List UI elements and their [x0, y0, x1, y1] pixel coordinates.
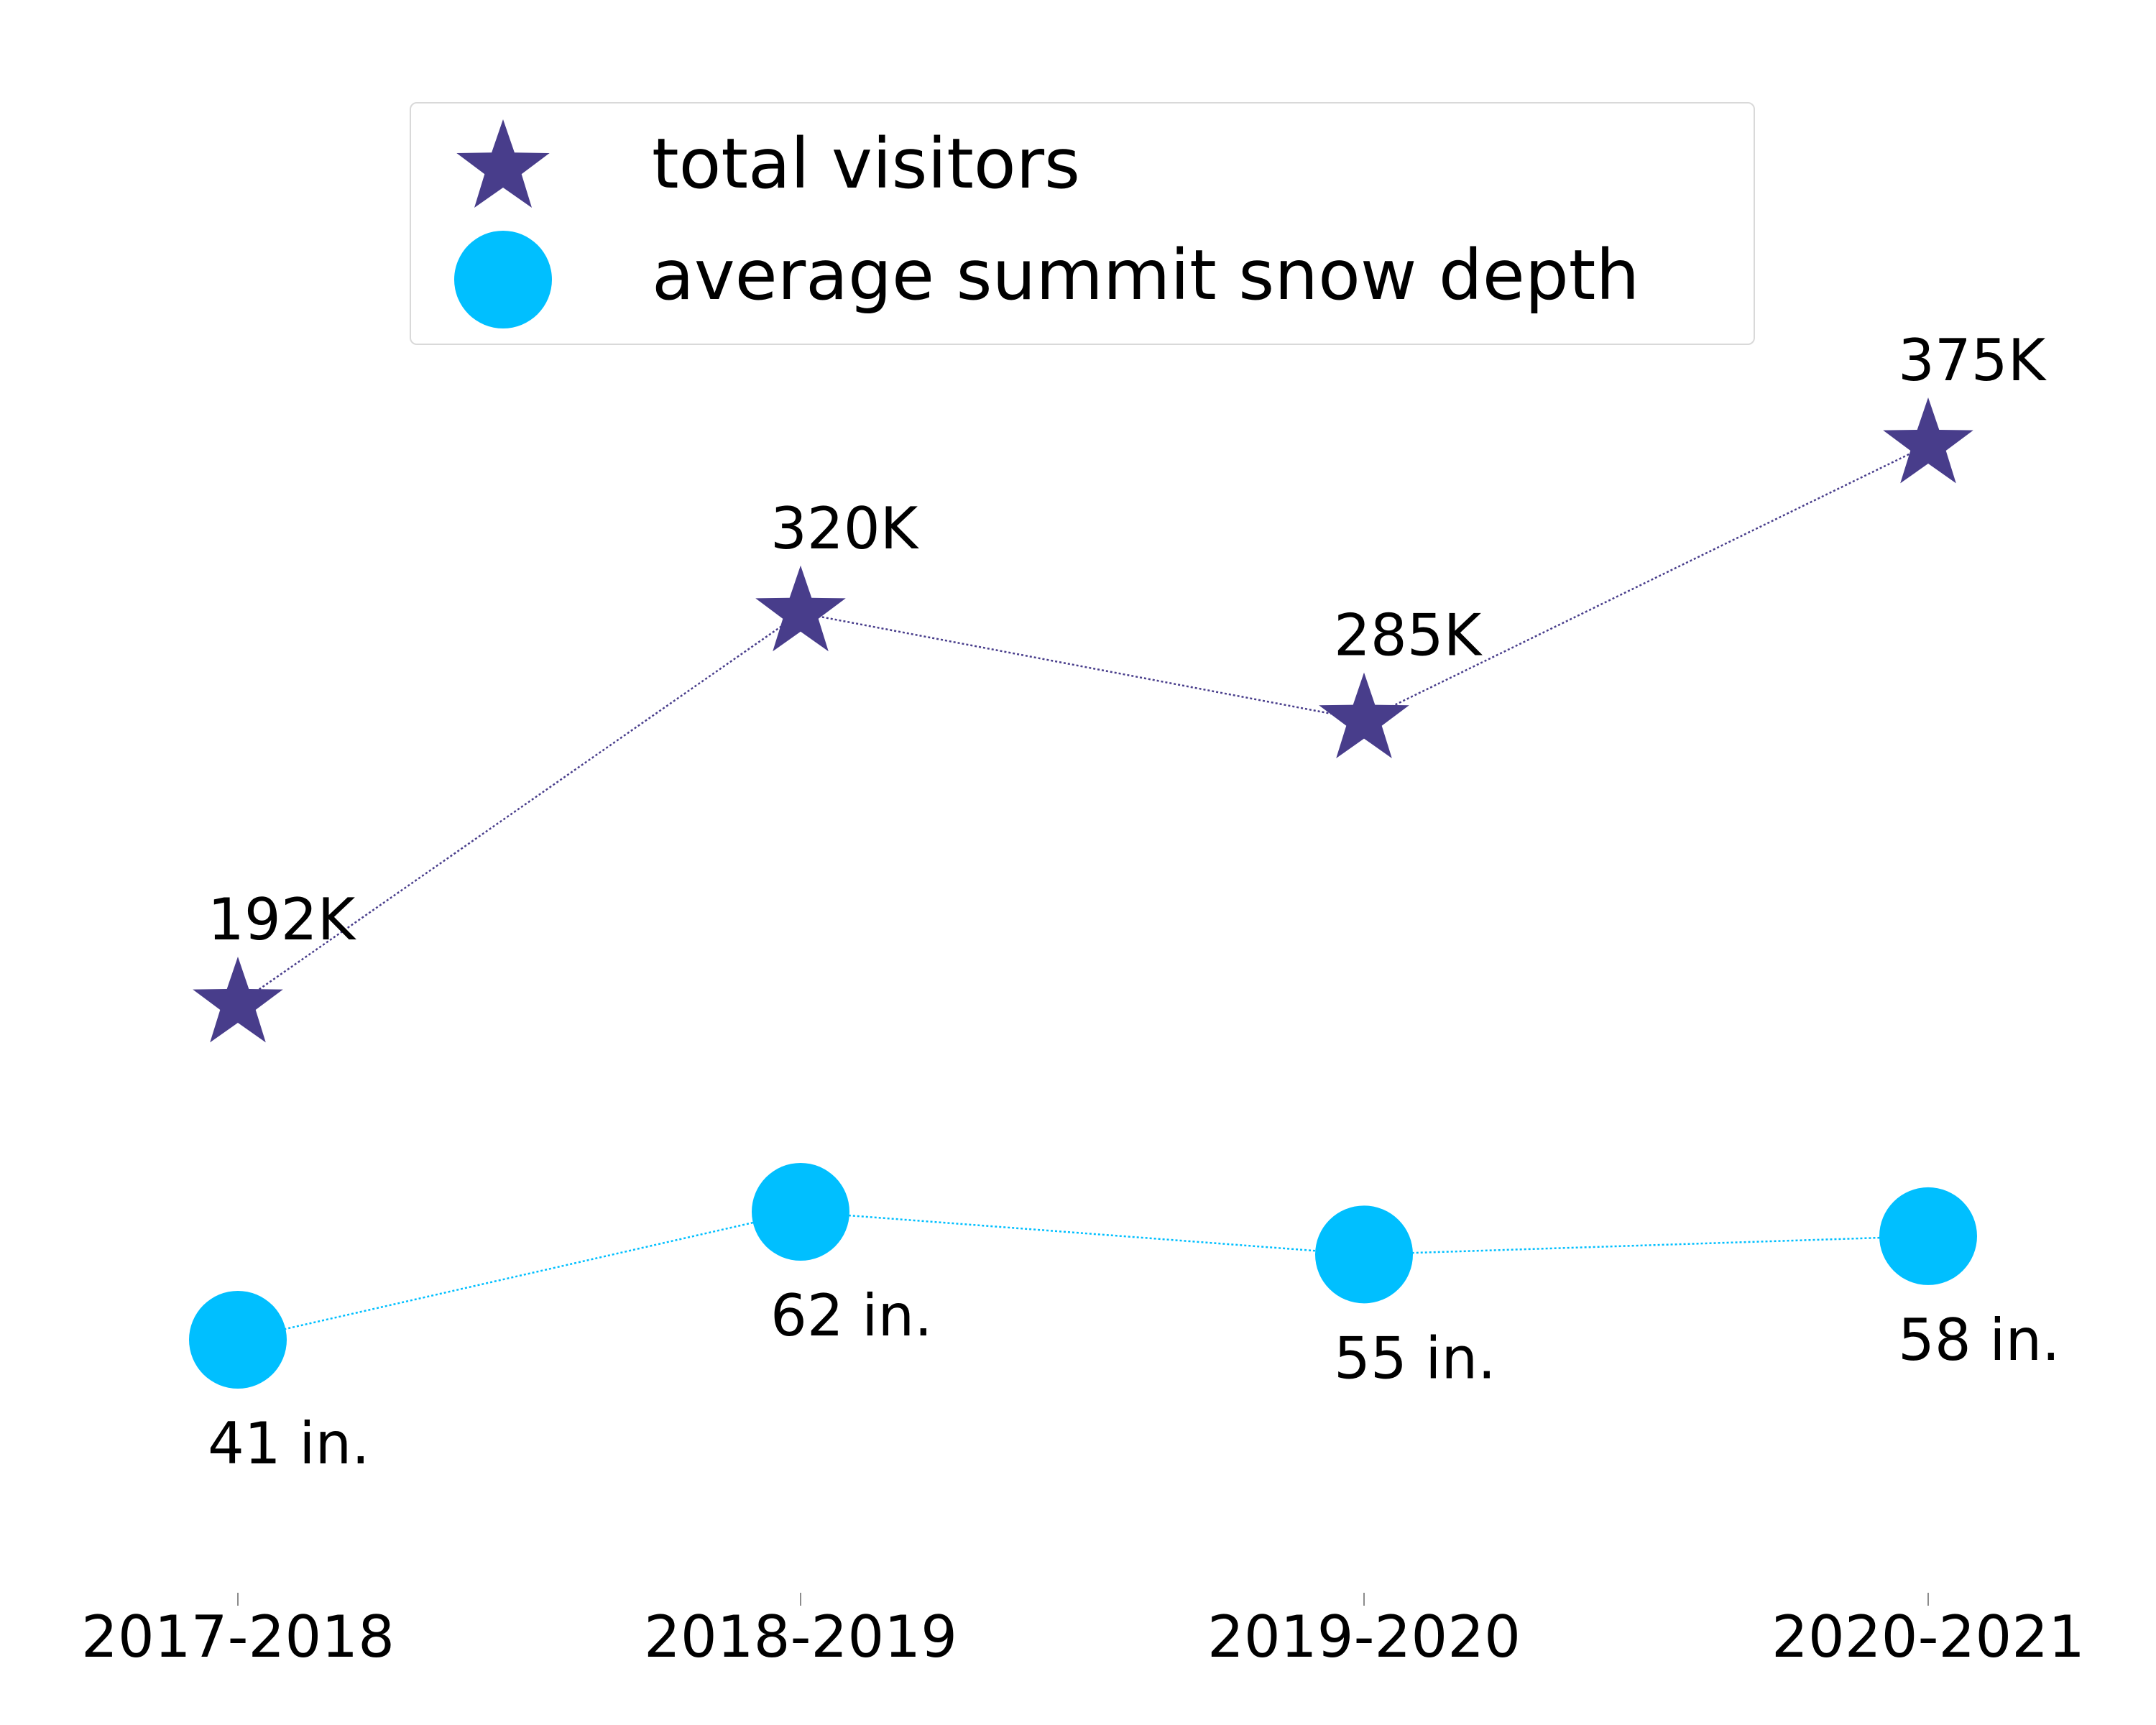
visitors-label-3: 375K	[1898, 327, 2047, 394]
x-tick-label-2: 2019-2020	[1207, 1604, 1521, 1670]
snow-depth-label-0: 41 in.	[208, 1410, 370, 1477]
series-lines	[237, 443, 1929, 1341]
series-line-1	[237, 1210, 1929, 1341]
snow-depth-point-2	[1315, 1205, 1413, 1304]
x-tick-label-1: 2018-2019	[644, 1604, 957, 1670]
visitors-label-0: 192K	[208, 886, 357, 953]
x-tick-label-0: 2017-2018	[81, 1604, 395, 1670]
snow-depth-point-0	[189, 1291, 287, 1389]
x-tick-label-3: 2020-2021	[1772, 1604, 2085, 1670]
legend-item-total-visitors: total visitors	[411, 111, 1754, 218]
snow-depth-label-2: 55 in.	[1334, 1325, 1496, 1392]
visitors-star-0	[193, 957, 283, 1043]
visitors-star-1	[755, 565, 846, 652]
snow-depth-label-3: 58 in.	[1898, 1307, 2060, 1374]
snow-depth-point-1	[752, 1163, 849, 1261]
snow-depth-label-1: 62 in.	[770, 1282, 933, 1349]
visitors-label-2: 285K	[1334, 602, 1483, 669]
x-axis: 2017-2018 2018-2019 2019-2020 2020-2021	[81, 1593, 2085, 1670]
legend-item-snow-depth: average summit snow depth	[411, 222, 1754, 330]
star-icon	[456, 119, 550, 208]
snow-depth-point-3	[1879, 1187, 1977, 1285]
circle-icon	[454, 231, 552, 328]
value-labels: 192K 320K 285K 375K 41 in. 62 in. 55 in. 58 in.	[208, 327, 2060, 1477]
legend: total visitors average summit snow depth	[410, 102, 1755, 345]
visitors-star-3	[1883, 397, 1973, 484]
series-line-0	[237, 443, 1929, 1006]
legend-label-total-visitors: total visitors	[652, 124, 1081, 204]
series-marks	[189, 397, 1977, 1389]
visitors-label-1: 320K	[770, 495, 920, 562]
legend-label-snow-depth: average summit snow depth	[652, 235, 1640, 316]
visitors-star-2	[1319, 672, 1409, 758]
